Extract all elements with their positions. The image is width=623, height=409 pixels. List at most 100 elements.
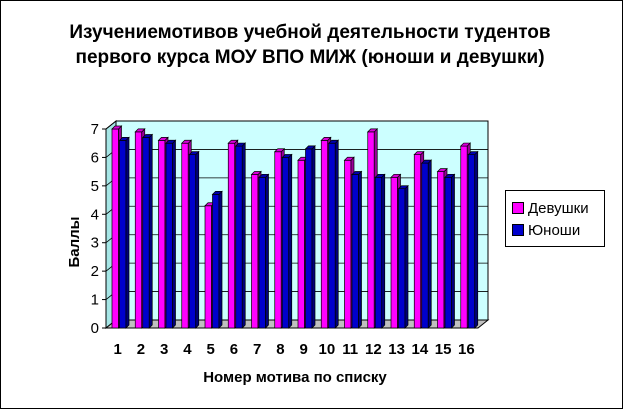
bar-side-boys-7 xyxy=(265,173,269,329)
bar-girls-16 xyxy=(460,145,468,329)
bar-side-boys-8 xyxy=(288,153,293,329)
x-tick-label: 3 xyxy=(160,341,168,358)
x-tick-label: 5 xyxy=(206,341,214,358)
bar-girls-8 xyxy=(274,151,282,329)
bar-side-boys-14 xyxy=(427,159,432,329)
legend-label-girls: Девушки xyxy=(528,199,589,217)
legend-swatch-girls xyxy=(512,202,524,214)
x-tick-label: 16 xyxy=(458,341,475,358)
bar-girls-1 xyxy=(111,128,119,329)
x-tick-label: 15 xyxy=(435,341,452,358)
x-tick-label: 13 xyxy=(388,341,405,358)
y-tick-label: 2 xyxy=(91,263,99,280)
bars xyxy=(111,125,479,329)
bar-top-boys-8 xyxy=(281,154,293,158)
bar-side-boys-16 xyxy=(474,150,479,329)
y-tick-label: 4 xyxy=(91,206,99,223)
bar-side-boys-9 xyxy=(311,145,316,329)
x-tick-label: 12 xyxy=(365,341,382,358)
x-axis-label: Номер мотива по списку xyxy=(203,369,387,386)
gridline xyxy=(105,120,488,130)
bar-top-boys-5 xyxy=(211,191,223,195)
bar-top-boys-10 xyxy=(327,139,340,144)
bar-boys-13 xyxy=(398,188,406,329)
y-tick-label: 7 xyxy=(91,121,99,138)
bar-boys-14 xyxy=(421,162,429,329)
bar-top-boys-15 xyxy=(444,173,456,178)
x-tick-label: 11 xyxy=(342,341,358,358)
bar-girls-4 xyxy=(181,142,189,329)
bar-girls-7 xyxy=(251,174,259,329)
x-tick-label: 2 xyxy=(137,341,145,358)
x-tick-label: 9 xyxy=(299,341,307,358)
bar-boys-3 xyxy=(165,142,173,329)
x-tick-label: 14 xyxy=(412,341,429,358)
bar-boys-11 xyxy=(351,174,359,329)
y-tick-label: 6 xyxy=(91,149,99,166)
bar-boys-15 xyxy=(444,176,452,329)
legend: Девушки Юноши xyxy=(505,190,605,247)
bar-top-boys-11 xyxy=(351,171,363,175)
y-tick-label: 3 xyxy=(91,235,99,252)
legend-swatch-boys xyxy=(512,224,524,236)
bar-top-girls-6 xyxy=(227,139,239,144)
bar-girls-3 xyxy=(158,140,166,329)
bar-boys-6 xyxy=(235,145,243,329)
bar-top-girls-16 xyxy=(459,142,472,147)
chart-title: Изучениемотивов учебной деятельности туд… xyxy=(69,22,551,68)
bar-top-boys-9 xyxy=(304,145,316,150)
y-tick-labels: 0 1 2 3 4 5 6 7 xyxy=(91,121,99,337)
bar-girls-6 xyxy=(227,142,236,329)
bar-top-girls-10 xyxy=(320,137,332,141)
bar-girls-10 xyxy=(320,140,329,329)
bar-top-boys-2 xyxy=(141,134,154,138)
bar-top-boys-1 xyxy=(118,137,130,141)
bar-boys-10 xyxy=(328,142,336,329)
bar-side-boys-11 xyxy=(358,170,362,329)
bar-girls-15 xyxy=(437,171,445,329)
bar-boys-9 xyxy=(305,148,313,329)
bar-top-boys-12 xyxy=(374,173,386,178)
bar-girls-9 xyxy=(297,159,305,329)
bar-girls-11 xyxy=(344,159,352,329)
x-tick-label: 6 xyxy=(230,341,238,358)
legend-item-girls: Девушки xyxy=(512,199,589,217)
bar-boys-4 xyxy=(188,154,197,329)
bar-boys-12 xyxy=(374,176,383,329)
y-tick-label: 5 xyxy=(91,178,99,195)
y-tick-label: 0 xyxy=(91,320,99,337)
bar-girls-5 xyxy=(204,205,212,329)
bar-top-boys-3 xyxy=(165,139,177,144)
x-tick-label: 10 xyxy=(319,341,336,358)
bar-top-girls-12 xyxy=(366,128,379,133)
bar-side-boys-13 xyxy=(404,184,409,329)
y-tick-label: 1 xyxy=(91,292,99,309)
bar-top-girls-8 xyxy=(273,148,286,153)
bar-side-boys-10 xyxy=(334,139,339,329)
bar-top-girls-15 xyxy=(436,168,448,172)
bar-side-boys-4 xyxy=(195,150,200,329)
bar-top-boys-14 xyxy=(420,159,433,164)
bar-side-boys-6 xyxy=(241,142,246,329)
bar-boys-5 xyxy=(212,194,220,329)
bar-top-boys-6 xyxy=(234,142,247,147)
x-tick-labels: 1 2 3 4 5 6 7 8 9 10 11 12 13 14 15 16 xyxy=(113,341,474,358)
bar-top-boys-4 xyxy=(188,151,200,155)
bar-top-girls-2 xyxy=(134,128,146,133)
x-tick-label: 1 xyxy=(113,341,121,358)
bar-top-boys-16 xyxy=(467,151,479,155)
bar-top-girls-3 xyxy=(157,137,169,141)
x-tick-label: 7 xyxy=(253,341,261,358)
x-tick-label: 4 xyxy=(183,341,192,358)
bar-girls-13 xyxy=(390,176,398,329)
bar-top-girls-14 xyxy=(413,151,425,155)
bar-top-girls-1 xyxy=(111,125,123,130)
bar-side-boys-15 xyxy=(451,173,455,329)
x-tick-label: 8 xyxy=(276,341,284,358)
bar-top-boys-7 xyxy=(258,173,270,178)
legend-label-boys: Юноши xyxy=(528,221,581,239)
bar-top-girls-13 xyxy=(390,173,402,178)
bar-boys-8 xyxy=(281,157,290,329)
bar-girls-12 xyxy=(367,131,375,329)
